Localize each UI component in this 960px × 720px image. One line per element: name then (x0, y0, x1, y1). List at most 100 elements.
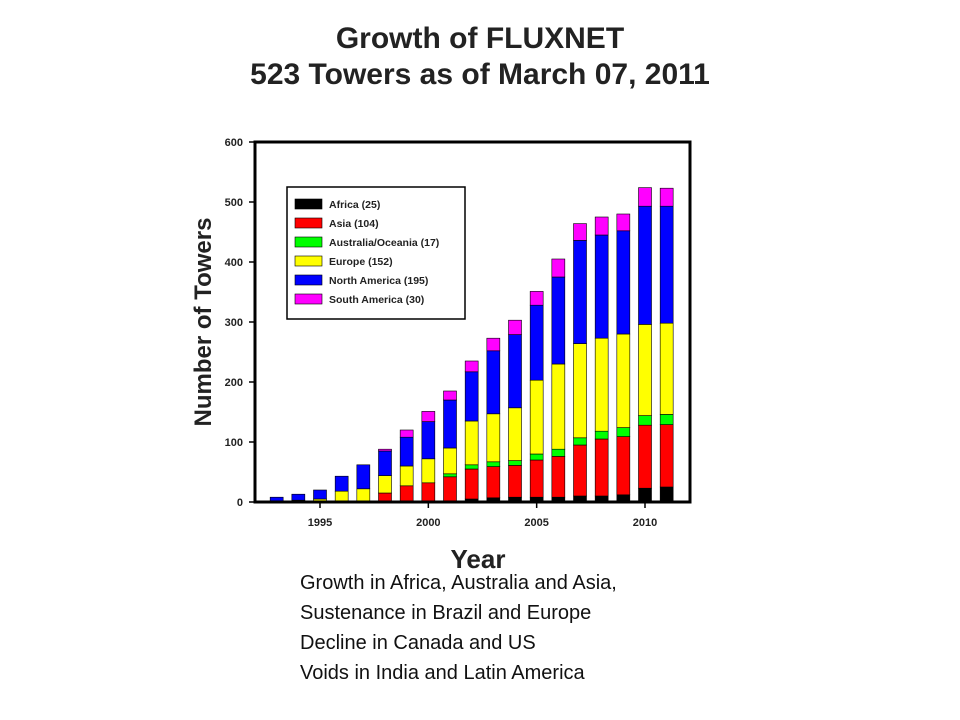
bar-segment (659, 414, 674, 425)
legend-swatch (294, 236, 323, 248)
bar-segment (638, 415, 652, 426)
bar-segment (573, 240, 587, 344)
bar-segment (508, 334, 522, 409)
bar-segment (551, 258, 566, 278)
bar-segment (334, 490, 349, 503)
bar-segment (659, 205, 674, 324)
bar-segment (378, 475, 392, 494)
bar-segment (399, 485, 414, 503)
note-line: Sustenance in Brazil and Europe (300, 602, 592, 624)
bar-segment (659, 486, 674, 503)
bar-segment (378, 450, 392, 476)
bar-segment (529, 459, 544, 498)
bar-segment (443, 476, 457, 502)
x-tick-label: 2000 (416, 517, 440, 529)
y-tick-label: 100 (225, 437, 243, 449)
bar-segment (508, 319, 522, 335)
bar-segment (573, 437, 587, 446)
bar-segment (551, 448, 566, 457)
bar-segment (421, 458, 436, 484)
chart-subtitle: 523 Towers as of March 07, 2011 (250, 58, 710, 91)
bar-segment (334, 475, 349, 492)
y-tick-label: 0 (237, 497, 243, 509)
legend-label: North America (195) (329, 275, 428, 287)
bar-segment (443, 390, 457, 401)
bar-segment (594, 234, 609, 339)
bar-segment (378, 448, 392, 452)
bar-segment (573, 343, 587, 439)
bar-segment (508, 407, 522, 461)
bar-segment (616, 213, 631, 232)
bar-segment (291, 493, 306, 501)
y-tick-label: 500 (225, 197, 243, 209)
bar-segment (464, 360, 479, 373)
bar-segment (464, 464, 479, 470)
bar-segment (486, 337, 501, 352)
legend-swatch (294, 255, 323, 267)
bar-segment (443, 447, 457, 475)
bar-segment (508, 460, 522, 466)
bar-segment (638, 187, 652, 207)
bar-segment (399, 429, 414, 438)
x-tick-label: 2005 (524, 517, 548, 529)
legend-swatch (294, 293, 323, 305)
legend-label: South America (30) (329, 294, 424, 306)
chart-title: Growth of FLUXNET (335, 22, 625, 55)
bar-segment (594, 438, 609, 497)
bar-segment (421, 421, 436, 460)
legend: Africa (25) Asia (104) Australia/Oceania (… (286, 186, 466, 320)
bar-segment (594, 337, 609, 432)
bar-segment (659, 187, 674, 207)
bar-segment (616, 333, 631, 428)
bar-segment (551, 276, 566, 365)
bar-segment (399, 436, 414, 467)
x-tick-label: 2010 (633, 517, 657, 529)
x-tick-label: 1995 (308, 517, 332, 529)
bar-segment (529, 291, 544, 306)
y-tick-label: 300 (225, 317, 243, 329)
bar-segment (464, 371, 479, 422)
bar-segment (356, 464, 371, 490)
bar-segment (638, 424, 652, 489)
legend-label: Europe (152) (329, 256, 393, 268)
note-line: Decline in Canada and US (300, 632, 536, 654)
legend-swatch (294, 274, 323, 286)
bar-segment (486, 461, 501, 467)
bar-segment (486, 350, 501, 415)
y-tick-label: 200 (225, 377, 243, 389)
bars-group (269, 187, 674, 503)
bar-segment (529, 453, 544, 461)
y-axis-title: Number of Towers (190, 218, 217, 427)
bar-segment (443, 473, 457, 478)
bar-segment (486, 413, 501, 463)
bar-segment (594, 430, 609, 440)
bar-segment (573, 223, 587, 241)
bar-segment (638, 205, 652, 325)
legend-label: Australia/Oceania (17) (329, 237, 439, 249)
y-tick-label: 600 (225, 137, 243, 149)
notes-block: Growth in Africa, Australia and Asia, Su… (300, 568, 617, 688)
y-tick-label: 400 (225, 257, 243, 269)
x-axis-title: Year (451, 544, 506, 574)
bar-segment (421, 482, 436, 503)
bar-segment (421, 411, 436, 422)
note-line: Voids in India and Latin America (300, 662, 585, 684)
bar-segment (659, 322, 674, 415)
bar-segment (551, 363, 566, 450)
bar-segment (443, 399, 457, 449)
bar-segment (356, 488, 371, 503)
bar-segment (573, 444, 587, 497)
bar-segment (551, 456, 566, 498)
legend-swatch (294, 217, 323, 229)
bar-segment (464, 468, 479, 500)
bar-segment (638, 324, 652, 416)
bar-segment (659, 424, 674, 488)
bar-segment (313, 489, 327, 500)
bar-segment (616, 427, 631, 437)
legend-label: Africa (25) (329, 199, 380, 211)
bar-segment (594, 216, 609, 236)
bar-segment (529, 304, 544, 381)
bar-segment (486, 466, 501, 499)
bar-segment (464, 420, 479, 466)
